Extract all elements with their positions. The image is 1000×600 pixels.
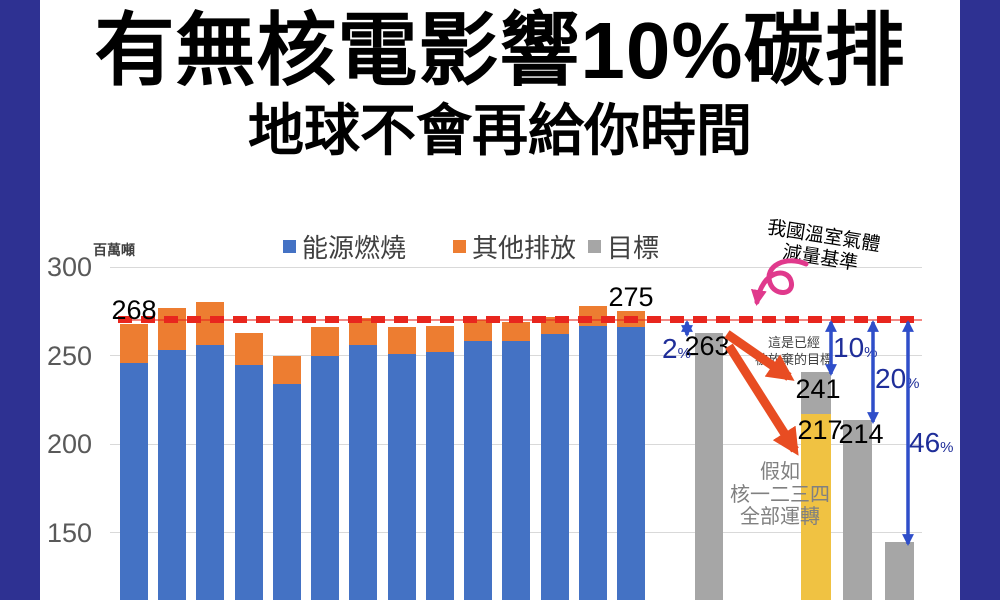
stacked-bar-energy-6 [349,345,377,600]
percent-number: 10 [833,332,865,363]
stacked-bar-energy-5 [311,355,339,600]
legend-item-0: 能源燃燒 [283,233,406,263]
legend-item-2: 目標 [588,233,659,263]
stacked-bar-other-4 [273,355,301,385]
stacked-bar-energy-3 [235,364,263,600]
y-tick-150: 150 [46,517,92,548]
percent-sign: % [940,439,954,456]
abandoned-target-line1: 這是已經 [767,335,820,350]
target-bar-214 [843,419,872,600]
stacked-bar-other-0 [120,323,148,363]
y-tick-300: 300 [46,252,92,282]
reduction-percent-label-46: 46% [909,427,954,459]
abandoned-target-line2: 被放棄的目標 [754,351,833,367]
abandoned-target-annotation: 這是已經 被放棄的目標 [748,335,840,369]
reduction-percent-label-2: 2% [662,333,691,365]
target-value-label-241: 241 [795,374,841,404]
y-tick-200: 200 [46,429,92,460]
percent-sign: % [906,375,920,392]
stacked-bar-other-5 [311,327,339,356]
baseline-red-dashed-line [118,316,922,323]
bar-value-label-268: 268 [111,294,157,325]
stacked-bar-energy-4 [273,384,301,600]
stacked-bar-energy-9 [464,341,492,600]
page-subtitle: 地球不會再給你時間 [248,99,752,162]
reduction-percent-label-10: 10% [833,332,878,364]
legend-swatch-1 [453,239,466,253]
y-tick-250: 250 [46,340,92,371]
stacked-bar-energy-12 [579,325,607,600]
legend-swatch-2 [588,239,601,253]
legend-label-1: 其他排放 [472,232,577,263]
stacked-bar-other-2 [196,302,224,345]
y-axis-unit-label: 百萬噸 [93,242,135,258]
stacked-bar-other-9 [464,320,492,342]
target-bar-263 [695,332,723,600]
stacked-bar-other-1 [158,307,186,351]
gridline-300 [110,266,922,268]
stacked-bar-energy-0 [120,362,148,600]
nuclear-hypothetical-line1: 假如 [760,461,800,483]
nuclear-hypothetical-annotation: 假如 核一二三四 全部運轉 [718,461,842,529]
target-bar-217 [801,414,831,600]
stacked-bar-other-7 [388,327,416,354]
right-border-band [960,0,1000,600]
percent-sign: % [677,345,691,362]
target-value-label-217: 217 [797,415,843,445]
stacked-bar-energy-11 [541,334,569,600]
legend-swatch-0 [283,239,296,253]
stacked-bar-energy-10 [502,341,530,600]
nuclear-hypothetical-line3: 全部運轉 [740,506,820,529]
percent-sign: % [864,344,878,361]
legend-item-1: 其他排放 [453,233,576,263]
left-border-band [0,0,40,600]
legend-label-0: 能源燃燒 [302,232,407,263]
baseline-annotation: 我國溫室氣體 減量基準 [749,215,894,280]
stacked-bar-other-8 [426,325,454,353]
percent-number: 46 [909,427,941,458]
stacked-bar-other-3 [235,332,263,365]
target-bar-final [885,541,914,600]
percent-number: 2 [662,333,678,364]
reduction-percent-label-20: 20% [875,363,920,395]
stacked-bar-energy-1 [158,350,186,600]
stacked-bar-energy-2 [196,345,224,600]
nuclear-hypothetical-line2: 核一二三四 [730,483,830,506]
stacked-bar-energy-8 [426,352,454,600]
target-value-label-214: 214 [838,419,884,449]
page-title: 有無核電影響10%碳排 [94,6,906,95]
bar-value-label-275: 275 [608,282,654,313]
stacked-bar-other-10 [502,321,530,342]
stacked-bar-energy-7 [388,353,416,600]
percent-number: 20 [875,363,907,394]
stacked-bar-energy-13 [617,327,645,600]
legend-label-2: 目標 [607,232,660,263]
